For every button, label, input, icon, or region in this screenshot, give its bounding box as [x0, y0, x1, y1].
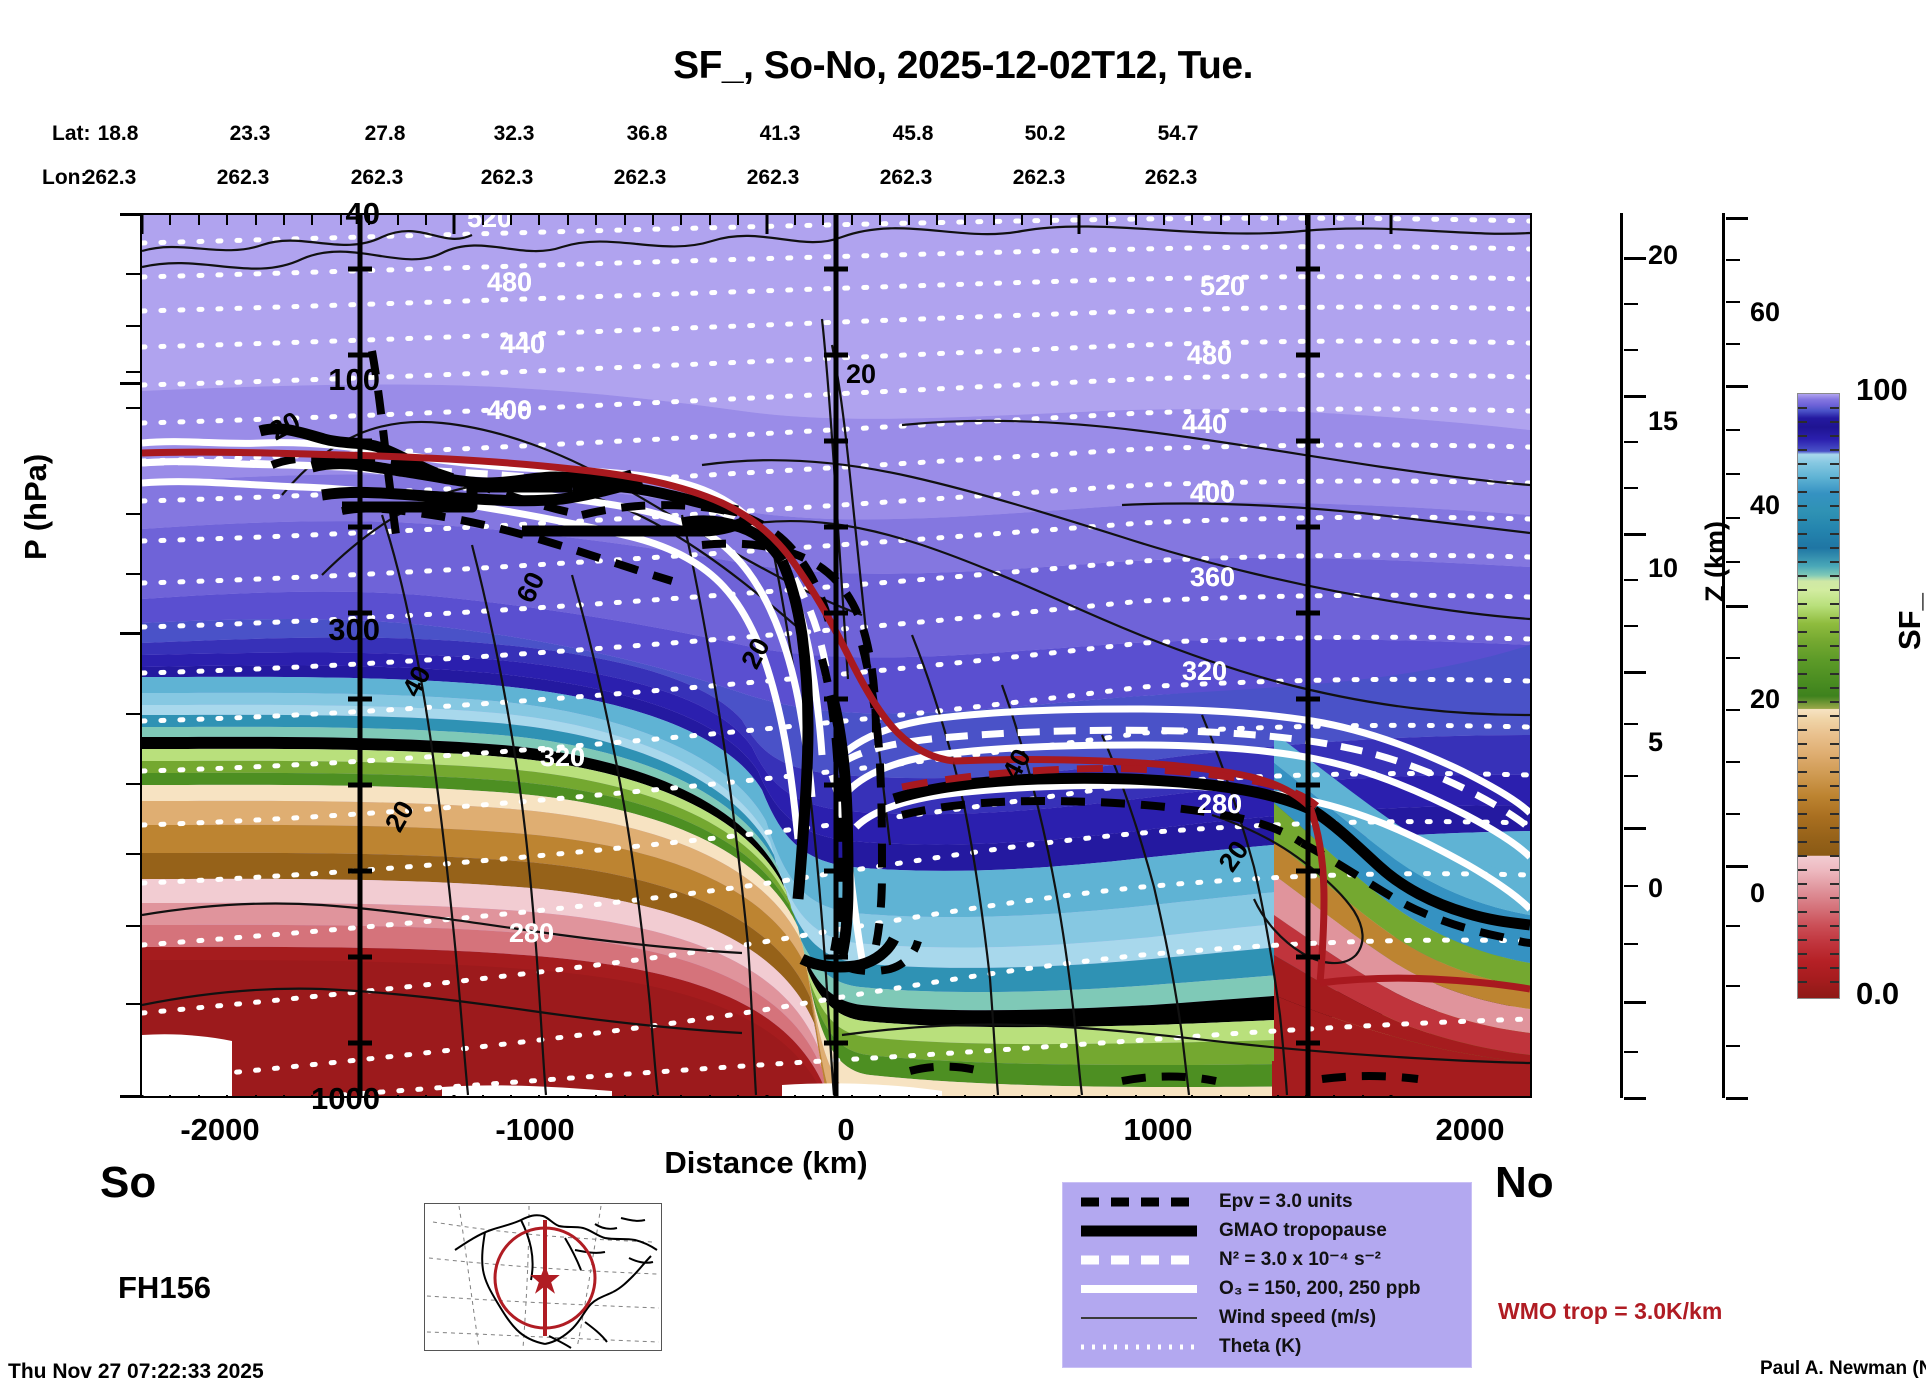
legend-item-n2[interactable]: N² = 3.0 x 10⁻⁴ s⁻²	[1063, 1245, 1471, 1274]
z-km-tick-0: 0	[1648, 873, 1664, 903]
legend-item-epv[interactable]: Epv = 3.0 units	[1063, 1187, 1471, 1216]
z-kft-tick-60: 60	[1750, 297, 1781, 327]
y-tick-40: 40	[345, 196, 380, 231]
z-km-tick-20: 20	[1648, 240, 1679, 270]
n2-line-sample	[1079, 1250, 1199, 1270]
wind-label-20-b: 20	[846, 359, 877, 389]
lat-value-0: 18.8	[97, 122, 139, 145]
lon-value-8: 262.3	[1144, 166, 1198, 189]
y-tick-300: 300	[328, 612, 380, 647]
legend-item-wind-speed[interactable]: Wind speed (m/s)	[1063, 1303, 1471, 1332]
lat-value-4: 36.8	[626, 122, 668, 145]
theta-label-280-right: 280	[1197, 789, 1243, 819]
theta-label-520-right: 520	[1200, 271, 1246, 301]
lat-value-8: 54.7	[1157, 122, 1199, 145]
lon-label: Lon:	[42, 166, 88, 189]
z-kft-tick-0: 0	[1750, 878, 1766, 908]
lon-value-3: 262.3	[480, 166, 534, 189]
theta-label-360-right: 360	[1190, 562, 1236, 592]
lat-label: Lat:	[52, 122, 91, 145]
z-km-tick-10: 10	[1648, 553, 1679, 583]
cross-section-plot[interactable]: 520 480 440 400 320 280 520 480 440 400 …	[140, 213, 1532, 1098]
x-axis-title: Distance (km)	[664, 1145, 868, 1180]
lon-header-row: Lon: 262.3 262.3 262.3 262.3 262.3 262.3…	[0, 166, 1926, 192]
lon-value-0: 262.3	[83, 166, 137, 189]
lon-value-4: 262.3	[613, 166, 667, 189]
legend-label-n2: N² = 3.0 x 10⁻⁴ s⁻²	[1219, 1249, 1382, 1270]
epv-line-sample	[1079, 1192, 1199, 1212]
lon-value-1: 262.3	[216, 166, 270, 189]
lon-value-7: 262.3	[1012, 166, 1066, 189]
credit-label: Paul A. Newman (NASA	[1760, 1358, 1926, 1379]
colorbar-title: SF_	[1892, 593, 1926, 650]
inset-map-graphic	[425, 1204, 661, 1350]
x-tick-0: 0	[837, 1112, 855, 1147]
legend-box: Epv = 3.0 units GMAO tropopause N² = 3.0…	[1062, 1182, 1472, 1368]
colorbar-max-label: 100	[1856, 372, 1908, 407]
theta-line-sample	[1079, 1337, 1199, 1357]
lon-value-5: 262.3	[746, 166, 800, 189]
z-km-axis	[1620, 213, 1646, 1100]
theta-label-480-right: 480	[1187, 340, 1233, 370]
theta-label-400-left: 400	[487, 395, 533, 425]
legend-label-theta: Theta (K)	[1219, 1335, 1302, 1357]
z-km-tick-5: 5	[1648, 727, 1664, 757]
z-kft-tick-40: 40	[1750, 490, 1781, 520]
y-axis-title: P (hPa)	[18, 453, 53, 560]
z-kft-tick-20: 20	[1750, 684, 1781, 714]
wind-line-sample	[1079, 1308, 1199, 1328]
theta-label-280-left: 280	[509, 918, 555, 948]
endpoint-label-south: So	[100, 1158, 157, 1207]
lat-value-7: 50.2	[1024, 122, 1066, 145]
lat-header-row: Lat: 18.8 23.3 27.8 32.3 36.8 41.3 45.8 …	[0, 122, 1926, 148]
gmao-line-sample	[1079, 1221, 1199, 1241]
x-tick-neg2000: -2000	[180, 1112, 260, 1147]
z-kft-axis	[1722, 213, 1748, 1100]
page-title: SF_, So-No, 2025-12-02T12, Tue.	[673, 44, 1253, 87]
lon-value-2: 262.3	[350, 166, 404, 189]
legend-item-o3[interactable]: O₃ = 150, 200, 250 ppb	[1063, 1274, 1471, 1303]
y-tick-100: 100	[328, 362, 380, 397]
lat-value-3: 32.3	[493, 122, 535, 145]
theta-label-480-left: 480	[487, 267, 533, 297]
lon-value-6: 262.3	[879, 166, 933, 189]
y-axis-ticks	[120, 213, 140, 1098]
theta-label-440-left: 440	[500, 329, 546, 359]
theta-label-400-right: 400	[1190, 478, 1236, 508]
lat-value-5: 41.3	[759, 122, 801, 145]
z-km-tick-15: 15	[1648, 406, 1679, 436]
legend-label-wind: Wind speed (m/s)	[1219, 1306, 1377, 1328]
plot-canvas	[142, 215, 1530, 1096]
colorbar-min-label: 0.0	[1856, 976, 1900, 1011]
endpoint-label-north: No	[1495, 1158, 1554, 1207]
legend-label-o3: O₃ = 150, 200, 250 ppb	[1219, 1277, 1421, 1299]
theta-label-320-left: 320	[540, 742, 586, 772]
colorbar[interactable]	[1797, 393, 1840, 999]
theta-label-520-left: 520	[467, 213, 513, 233]
lat-value-1: 23.3	[229, 122, 271, 145]
theta-label-320-right: 320	[1182, 656, 1228, 686]
lat-value-6: 45.8	[892, 122, 934, 145]
legend-label-gmao: GMAO tropopause	[1219, 1219, 1387, 1241]
top-axis-ticks	[140, 195, 1532, 213]
wmo-trop-note: WMO trop = 3.0K/km	[1498, 1298, 1723, 1324]
y-tick-1000: 1000	[311, 1081, 380, 1116]
colorbar-gradient	[1798, 394, 1839, 998]
legend-item-gmao-tropopause[interactable]: GMAO tropopause	[1063, 1216, 1471, 1245]
legend-label-epv: Epv = 3.0 units	[1219, 1190, 1353, 1212]
forecast-hour-label: FH156	[118, 1270, 212, 1305]
x-tick-2000: 2000	[1435, 1112, 1505, 1147]
generation-timestamp: Thu Nov 27 07:22:33 2025	[8, 1360, 264, 1383]
o3-line-sample	[1079, 1279, 1199, 1299]
lat-value-2: 27.8	[364, 122, 406, 145]
x-tick-neg1000: -1000	[495, 1112, 575, 1147]
legend-item-theta[interactable]: Theta (K)	[1063, 1332, 1471, 1361]
theta-label-440-right: 440	[1182, 409, 1228, 439]
x-tick-1000: 1000	[1123, 1112, 1193, 1147]
inset-location-map[interactable]	[424, 1203, 662, 1351]
